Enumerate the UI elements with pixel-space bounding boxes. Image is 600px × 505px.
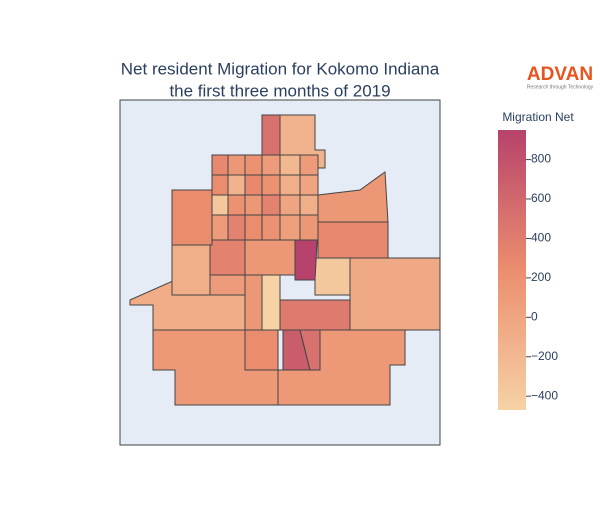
title-line: the first three months of 2019 (169, 81, 390, 100)
region (279, 174, 301, 196)
region (317, 221, 389, 259)
colorbar-tick-label: 400 (531, 231, 551, 245)
region (211, 154, 229, 176)
region (211, 214, 229, 241)
region (279, 194, 301, 216)
region (279, 154, 301, 176)
colorbar-ticks: −400 −200 0 200 400 600 800 (526, 152, 558, 402)
region (244, 174, 263, 196)
colorbar-tick-label: 0 (531, 309, 538, 323)
region (261, 174, 281, 196)
region (299, 214, 319, 241)
region (314, 257, 351, 296)
region (261, 274, 281, 331)
region (171, 189, 213, 246)
title-line: Net resident Migration for Kokomo Indian… (121, 59, 440, 78)
region (244, 154, 263, 176)
region (261, 114, 281, 156)
colorbar-tick-label: −400 (531, 388, 558, 402)
region (261, 194, 281, 216)
region (279, 299, 351, 331)
region (227, 154, 246, 176)
colorbar-tick-label: −200 (531, 349, 558, 363)
region (227, 194, 246, 216)
colorbar-tick-label: 600 (531, 191, 551, 205)
region (209, 239, 246, 276)
region (244, 274, 263, 331)
region (227, 174, 246, 196)
region (244, 239, 296, 276)
logo: ADVAN (527, 64, 593, 85)
colorbar (498, 130, 526, 410)
region (244, 214, 263, 241)
region (261, 154, 281, 176)
region (349, 257, 441, 331)
logo-tagline: Research through Technology (527, 84, 594, 90)
region (299, 194, 319, 216)
region (279, 214, 301, 241)
colorbar-title: Migration Net (502, 110, 574, 124)
region (299, 174, 319, 196)
region (171, 244, 211, 296)
regions (129, 114, 441, 406)
region (261, 214, 281, 241)
colorbar-tick-label: 200 (531, 270, 551, 284)
region (299, 154, 319, 176)
colorbar-tick-label: 800 (531, 152, 551, 166)
region (227, 214, 246, 241)
region (244, 329, 279, 371)
region (211, 174, 229, 196)
region (211, 194, 229, 216)
region (244, 194, 263, 216)
